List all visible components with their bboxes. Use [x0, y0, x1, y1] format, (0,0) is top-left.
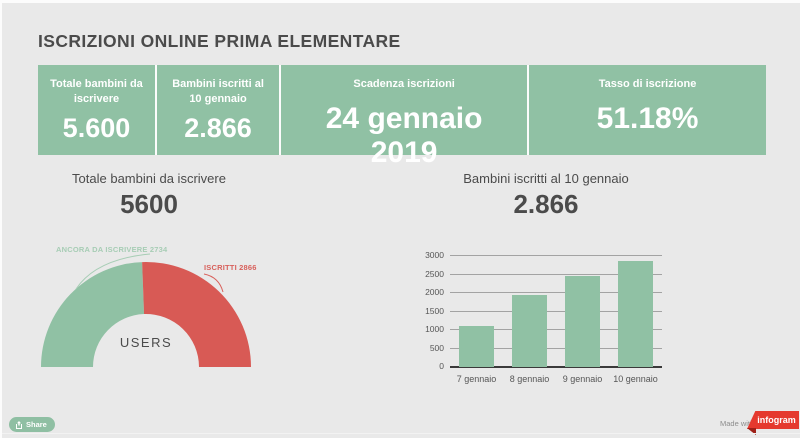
- stat-box-total: Totale bambini da iscrivere 5.600: [38, 65, 155, 155]
- gauge-label-remaining: ANCORA DA ISCRIVERE 2734: [56, 245, 168, 254]
- stat-label: Totale bambini da iscrivere: [50, 78, 143, 106]
- bar-x-axis-line: [450, 366, 662, 368]
- x-category-label: 10 gennaio: [613, 374, 658, 384]
- bar-chart-title: Bambini iscritti al 10 gennaio: [463, 171, 629, 186]
- gauge-chart: ANCORA DA ISCRIVERE 2734 ISCRITTI 2866 U…: [38, 237, 260, 393]
- gauge-svg: [41, 253, 251, 367]
- stat-label: Tasso di iscrizione: [598, 78, 697, 90]
- infogram-logo-label: infogram: [757, 415, 796, 425]
- bar-series: [450, 256, 662, 367]
- share-icon: [16, 420, 22, 429]
- stat-value: 2.866: [184, 112, 252, 143]
- bottom-divider: [2, 433, 800, 434]
- infogram-logo-tail: [747, 428, 756, 435]
- bar: [512, 294, 547, 367]
- bar: [459, 326, 494, 367]
- bar-x-labels: 7 gennaio 8 gennaio 9 gennaio 10 gennaio: [450, 374, 662, 384]
- stat-value: 24 gennaio 2019: [325, 102, 483, 170]
- stat-box-enrolled: Bambini iscritti al 10 gennaio 2.866: [154, 65, 280, 155]
- made-with-label: Made with: [720, 419, 755, 428]
- share-button-label: Share: [26, 420, 47, 429]
- x-category-label: 7 gennaio: [456, 374, 497, 384]
- stat-label: Bambini iscritti al 10 gennaio: [172, 78, 264, 106]
- gauge-leader-line-remaining: [75, 253, 151, 290]
- x-category-label: 8 gennaio: [509, 374, 550, 384]
- bar-chart: 7 gennaio 8 gennaio 9 gennaio 10 gennaio 0 5…: [410, 245, 672, 391]
- share-button[interactable]: Share: [9, 417, 55, 432]
- stat-value: 51.18%: [596, 102, 699, 136]
- gridline: [450, 273, 662, 275]
- infogram-logo[interactable]: infogram: [747, 411, 799, 429]
- gauge-slice-enrolled: [142, 261, 251, 367]
- y-tick-label: 3000: [425, 250, 444, 260]
- stat-value: 5.600: [62, 112, 131, 143]
- gridline: [450, 329, 662, 330]
- gauge-chart-title: Totale bambini da iscrivere: [72, 171, 226, 186]
- bar: [618, 261, 653, 367]
- gauge-slice-remaining: [41, 262, 145, 367]
- stat-label: Scadenza iscrizioni: [353, 78, 455, 90]
- y-tick-label: 1000: [425, 324, 444, 334]
- gridline: [450, 292, 662, 293]
- y-tick-label: 2000: [425, 287, 444, 297]
- gridline: [450, 310, 662, 312]
- y-tick-label: 0: [439, 361, 444, 371]
- y-tick-label: 2500: [425, 268, 444, 279]
- y-tick-label: 500: [429, 342, 444, 353]
- stats-row: Totale bambini da iscrivere 5.600 Bambin…: [38, 65, 766, 169]
- y-tick-label: 1500: [425, 305, 444, 316]
- x-category-label: 9 gennaio: [562, 374, 603, 384]
- gauge-chart-panel: Totale bambini da iscrivere 5600 ANCORA …: [38, 171, 260, 396]
- bar-chart-value: 2.866: [513, 189, 579, 219]
- gauge-center-label: USERS: [119, 335, 173, 350]
- gridline: [450, 255, 662, 256]
- gauge-leader-line-enrolled: [203, 273, 224, 293]
- stat-box-deadline: Scadenza iscrizioni 24 gennaio 2019: [279, 65, 528, 169]
- bar: [565, 276, 600, 367]
- stat-box-rate: Tasso di iscrizione 51.18%: [527, 65, 766, 155]
- bar-chart-panel: Bambini iscritti al 10 gennaio 2.866 7 g…: [400, 171, 752, 396]
- gauge-chart-value: 5600: [120, 189, 178, 219]
- page-title: ISCRIZIONI ONLINE PRIMA ELEMENTARE: [38, 30, 401, 51]
- gridline: [450, 347, 662, 349]
- gauge-label-enrolled: ISCRITTI 2866: [204, 263, 257, 272]
